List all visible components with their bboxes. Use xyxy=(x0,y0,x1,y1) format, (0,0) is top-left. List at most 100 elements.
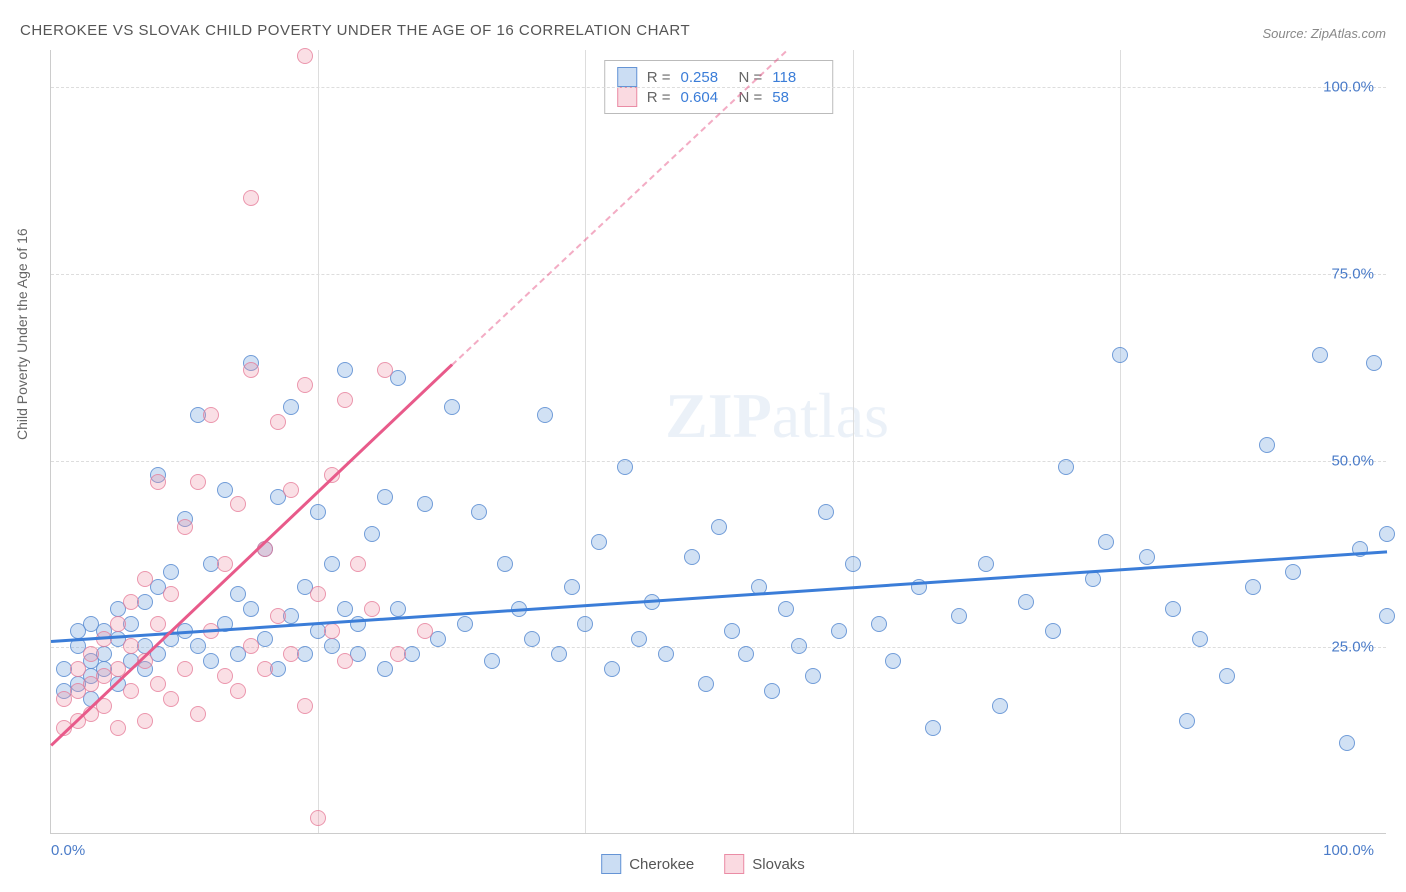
data-point xyxy=(1366,355,1382,371)
data-point xyxy=(1312,347,1328,363)
data-point xyxy=(337,601,353,617)
data-point xyxy=(577,616,593,632)
data-point xyxy=(1165,601,1181,617)
data-point xyxy=(390,646,406,662)
legend-swatch xyxy=(724,854,744,874)
trend-line xyxy=(50,364,453,747)
data-point xyxy=(925,720,941,736)
data-point xyxy=(190,706,206,722)
y-axis-label: Child Poverty Under the Age of 16 xyxy=(14,228,30,440)
legend-item: Slovaks xyxy=(724,854,805,874)
data-point xyxy=(698,676,714,692)
data-point xyxy=(951,608,967,624)
data-point xyxy=(604,661,620,677)
legend-r-label: R = xyxy=(647,69,671,86)
y-tick-label: 50.0% xyxy=(1331,452,1374,469)
data-point xyxy=(297,377,313,393)
data-point xyxy=(123,594,139,610)
data-point xyxy=(163,586,179,602)
data-point xyxy=(70,661,86,677)
data-point xyxy=(444,399,460,415)
data-point xyxy=(805,668,821,684)
data-point xyxy=(270,608,286,624)
data-point xyxy=(297,48,313,64)
data-point xyxy=(845,556,861,572)
data-point xyxy=(417,496,433,512)
data-point xyxy=(230,683,246,699)
data-point xyxy=(310,504,326,520)
legend-r-value: 0.258 xyxy=(681,69,729,86)
data-point xyxy=(1379,526,1395,542)
data-point xyxy=(564,579,580,595)
data-point xyxy=(364,601,380,617)
gridline-horizontal xyxy=(51,87,1386,88)
data-point xyxy=(631,631,647,647)
data-point xyxy=(137,713,153,729)
data-point xyxy=(337,653,353,669)
data-point xyxy=(364,526,380,542)
data-point xyxy=(1058,459,1074,475)
data-point xyxy=(110,720,126,736)
data-point xyxy=(257,661,273,677)
data-point xyxy=(778,601,794,617)
gridline-vertical xyxy=(318,50,319,833)
legend-row: R =0.604N =58 xyxy=(617,87,821,107)
data-point xyxy=(177,519,193,535)
gridline-horizontal xyxy=(51,461,1386,462)
data-point xyxy=(123,638,139,654)
data-point xyxy=(337,362,353,378)
data-point xyxy=(658,646,674,662)
data-point xyxy=(684,549,700,565)
gridline-horizontal xyxy=(51,274,1386,275)
data-point xyxy=(337,392,353,408)
data-point xyxy=(163,564,179,580)
legend-item: Cherokee xyxy=(601,854,694,874)
data-point xyxy=(1112,347,1128,363)
x-tick-label: 100.0% xyxy=(1323,842,1374,859)
data-point xyxy=(190,474,206,490)
data-point xyxy=(123,683,139,699)
data-point xyxy=(230,586,246,602)
legend-r-label: R = xyxy=(647,89,671,106)
data-point xyxy=(831,623,847,639)
data-point xyxy=(484,653,500,669)
data-point xyxy=(230,496,246,512)
data-point xyxy=(524,631,540,647)
data-point xyxy=(738,646,754,662)
data-point xyxy=(764,683,780,699)
data-point xyxy=(203,407,219,423)
data-point xyxy=(243,638,259,654)
data-point xyxy=(350,556,366,572)
data-point xyxy=(377,489,393,505)
data-point xyxy=(724,623,740,639)
trend-line xyxy=(51,550,1387,642)
legend-label: Slovaks xyxy=(752,856,805,873)
y-tick-label: 100.0% xyxy=(1323,79,1374,96)
data-point xyxy=(270,414,286,430)
data-point xyxy=(150,474,166,490)
data-point xyxy=(310,810,326,826)
data-point xyxy=(150,676,166,692)
series-legend: Cherokee Slovaks xyxy=(601,854,805,874)
data-point xyxy=(871,616,887,632)
gridline-vertical xyxy=(585,50,586,833)
data-point xyxy=(243,601,259,617)
data-point xyxy=(1219,668,1235,684)
data-point xyxy=(324,556,340,572)
data-point xyxy=(243,190,259,206)
gridline-vertical xyxy=(853,50,854,833)
watermark: ZIPatlas xyxy=(665,379,889,453)
legend-swatch xyxy=(617,67,637,87)
x-tick-label: 0.0% xyxy=(51,842,85,859)
data-point xyxy=(1245,579,1261,595)
data-point xyxy=(457,616,473,632)
data-point xyxy=(791,638,807,654)
legend-n-value: 118 xyxy=(772,69,820,86)
legend-label: Cherokee xyxy=(629,856,694,873)
data-point xyxy=(310,586,326,602)
data-point xyxy=(177,661,193,677)
data-point xyxy=(203,653,219,669)
data-point xyxy=(1085,571,1101,587)
data-point xyxy=(377,661,393,677)
data-point xyxy=(1179,713,1195,729)
